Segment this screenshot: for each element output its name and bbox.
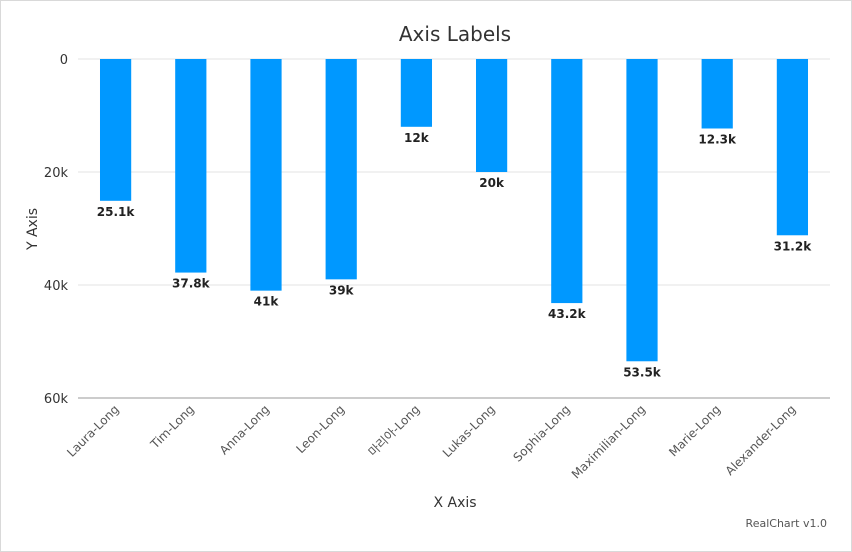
x-axis-title: X Axis xyxy=(433,495,476,511)
data-label: 25.1k xyxy=(97,205,136,219)
x-tick-label: Laura-Long xyxy=(64,402,121,459)
data-label: 12k xyxy=(404,131,430,145)
data-label: 43.2k xyxy=(548,307,587,321)
x-tick-label: Maximilian-Long xyxy=(569,402,648,481)
x-tick-label: Anna-Long xyxy=(217,402,272,457)
credit-label: RealChart v1.0 xyxy=(746,517,827,530)
bar[interactable] xyxy=(626,59,658,362)
bars xyxy=(99,59,809,362)
bar[interactable] xyxy=(99,59,132,201)
bar[interactable] xyxy=(250,59,282,291)
x-tick-label: Leon-Long xyxy=(293,402,347,456)
y-tick-label: 40k xyxy=(44,279,69,294)
x-tick-label: Marie-Long xyxy=(666,402,723,459)
x-tick-label: Lukas-Long xyxy=(440,402,498,460)
y-axis-title: Y Axis xyxy=(25,208,41,251)
chart-title: Axis Labels xyxy=(399,22,511,46)
y-tick-label: 60k xyxy=(44,392,69,407)
y-tick-label: 0 xyxy=(60,53,68,68)
x-tick-label: 마리아-Long xyxy=(366,402,423,459)
bar[interactable] xyxy=(175,59,207,273)
bar[interactable] xyxy=(776,59,809,236)
data-label: 31.2k xyxy=(774,239,813,253)
data-label: 12.3k xyxy=(698,132,737,146)
y-tick-label: 20k xyxy=(44,166,69,181)
data-label: 37.8k xyxy=(172,277,211,291)
x-tick-label: Tim-Long xyxy=(147,402,197,452)
data-label: 20k xyxy=(479,176,505,190)
x-tick-label: Sophia-Long xyxy=(511,402,573,464)
bar[interactable] xyxy=(551,59,583,304)
bar[interactable] xyxy=(325,59,357,280)
data-labels: 25.1k 37.8k 41k 39k 12k 20k 43.2k 53.5k 12.3k 31.… xyxy=(97,131,812,379)
y-axis-ticks: 0 20k 40k 60k xyxy=(44,53,69,407)
bar[interactable] xyxy=(400,59,433,127)
bar[interactable] xyxy=(701,59,733,129)
data-label: 53.5k xyxy=(623,365,662,379)
data-label: 39k xyxy=(329,283,355,297)
x-tick-label: Alexander-Long xyxy=(723,402,799,478)
x-axis-ticks: Laura-Long Tim-Long Anna-Long Leon-Long 마리아-… xyxy=(64,402,798,481)
bar[interactable] xyxy=(475,59,508,172)
data-label: 41k xyxy=(254,295,280,309)
